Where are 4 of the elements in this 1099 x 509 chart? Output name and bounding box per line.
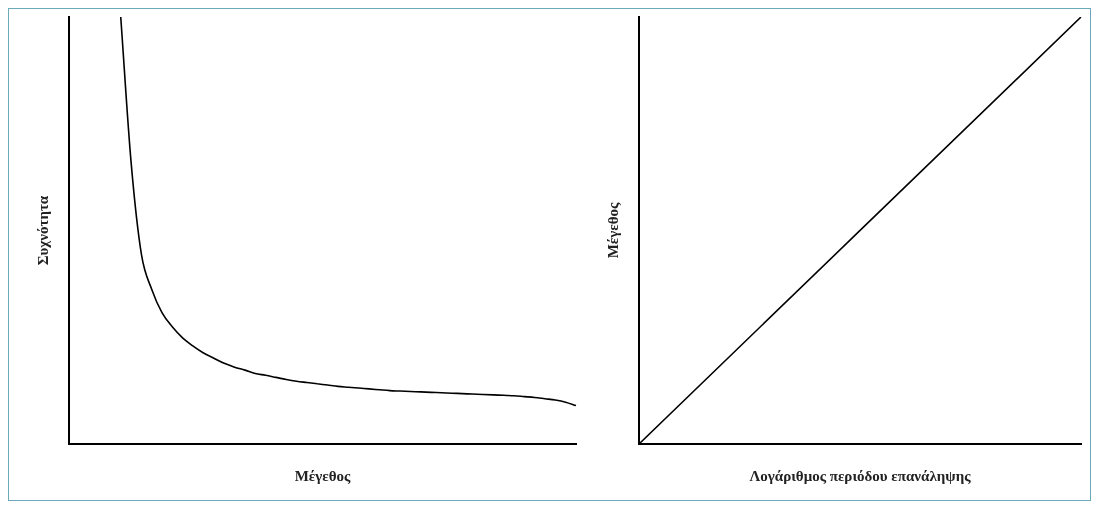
x-axis-title: Λογάριθμος περιόδου επανάληψης: [749, 467, 972, 484]
x-axis-title: Μέγεθος: [294, 467, 351, 484]
y-axis-title: Συχνότητα: [34, 195, 51, 266]
y-axis-title: Μέγεθος: [604, 202, 621, 259]
